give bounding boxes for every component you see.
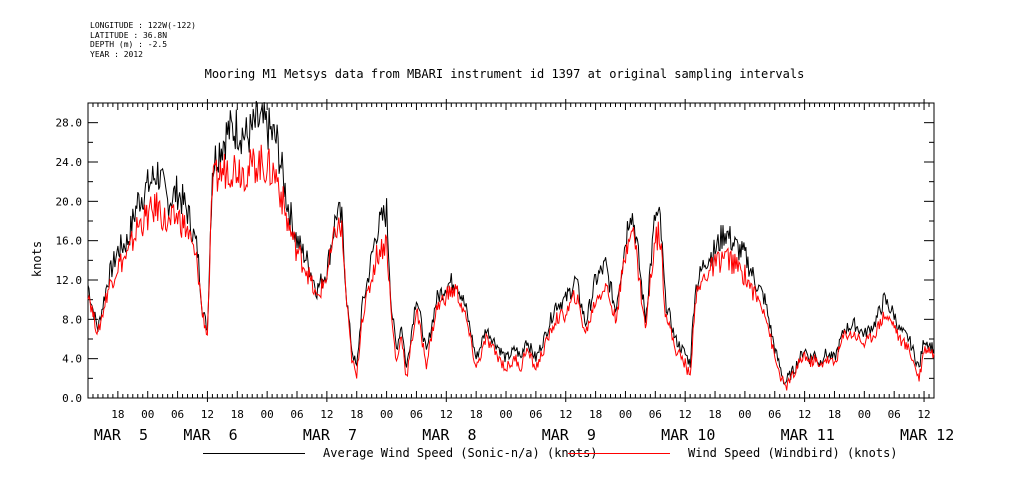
y-tick-label: 20.0 bbox=[56, 195, 83, 208]
x-hour-label: 00 bbox=[141, 408, 154, 421]
x-hour-label: 06 bbox=[888, 408, 901, 421]
chart-title: Mooring M1 Metsys data from MBARI instru… bbox=[204, 67, 805, 81]
x-day-label: MAR 5 bbox=[94, 426, 148, 444]
legend-item-average-wind: Average Wind Speed (Sonic-n/a) (knots) bbox=[203, 446, 598, 460]
y-tick-label: 0.0 bbox=[62, 392, 82, 405]
y-tick-label: 12.0 bbox=[56, 274, 83, 287]
x-hour-label: 12 bbox=[440, 408, 453, 421]
x-hour-label: 00 bbox=[619, 408, 632, 421]
y-tick-label: 4.0 bbox=[62, 353, 82, 366]
axes: 0.0 4.0 8.0 12.0 16.0 20.0 24.0 28.0 18 00 06 12 18 0… bbox=[56, 99, 954, 444]
x-hour-label: 18 bbox=[231, 408, 244, 421]
x-hour-label: 18 bbox=[828, 408, 841, 421]
series-line-average-wind-speed bbox=[87, 100, 935, 385]
x-hour-label: 00 bbox=[380, 408, 393, 421]
x-hour-label: 06 bbox=[171, 408, 184, 421]
x-hour-label: 12 bbox=[917, 408, 930, 421]
x-hour-label: 06 bbox=[529, 408, 542, 421]
y-tick-label: 24.0 bbox=[56, 156, 83, 169]
legend-swatch-black bbox=[203, 453, 305, 454]
x-day-label: MAR 8 bbox=[422, 426, 476, 444]
x-day-label: MAR 7 bbox=[303, 426, 357, 444]
x-hour-label: 00 bbox=[738, 408, 751, 421]
x-hour-label: 12 bbox=[320, 408, 333, 421]
x-hour-label: 12 bbox=[679, 408, 692, 421]
legend-label-average-wind: Average Wind Speed (Sonic-n/a) (knots) bbox=[323, 446, 598, 460]
x-hour-label: 18 bbox=[350, 408, 363, 421]
x-day-label: MAR 11 bbox=[781, 426, 835, 444]
x-hour-label: 12 bbox=[201, 408, 214, 421]
x-hour-label: 06 bbox=[768, 408, 781, 421]
metadata-block: LONGITUDE : 122W(-122) LATITUDE : 36.8N … bbox=[90, 21, 196, 59]
legend-item-windbird: Wind Speed (Windbird) (knots) bbox=[568, 446, 898, 460]
y-tick-label: 8.0 bbox=[62, 313, 82, 326]
x-day-label: MAR 12 bbox=[900, 426, 954, 444]
x-hour-label: 12 bbox=[798, 408, 811, 421]
y-axis-label: knots bbox=[30, 241, 44, 277]
x-hour-label: 00 bbox=[499, 408, 512, 421]
x-hour-label: 06 bbox=[410, 408, 423, 421]
legend-swatch-red bbox=[568, 453, 670, 454]
depth-text: DEPTH (m) : -2.5 bbox=[90, 40, 168, 49]
latitude-text: LATITUDE : 36.8N bbox=[90, 30, 168, 40]
x-hour-label: 00 bbox=[261, 408, 274, 421]
x-hour-label: 06 bbox=[290, 408, 303, 421]
x-hour-label: 00 bbox=[858, 408, 871, 421]
x-hour-label: 18 bbox=[589, 408, 602, 421]
series-lines bbox=[87, 100, 935, 391]
series-line-windbird-wind-speed bbox=[87, 144, 935, 391]
x-hour-label: 18 bbox=[708, 408, 721, 421]
x-day-label: MAR 9 bbox=[542, 426, 596, 444]
x-hour-label: 18 bbox=[111, 408, 124, 421]
x-day-label: MAR 10 bbox=[661, 426, 715, 444]
x-day-label: MAR 6 bbox=[183, 426, 237, 444]
legend-label-windbird: Wind Speed (Windbird) (knots) bbox=[688, 446, 898, 460]
x-hour-label: 12 bbox=[559, 408, 572, 421]
y-tick-label: 28.0 bbox=[56, 117, 83, 130]
longitude-text: LONGITUDE : 122W(-122) bbox=[90, 21, 196, 30]
x-hour-label: 06 bbox=[649, 408, 662, 421]
year-text: YEAR : 2012 bbox=[90, 49, 143, 59]
y-tick-label: 16.0 bbox=[56, 235, 83, 248]
x-hour-label: 18 bbox=[470, 408, 483, 421]
